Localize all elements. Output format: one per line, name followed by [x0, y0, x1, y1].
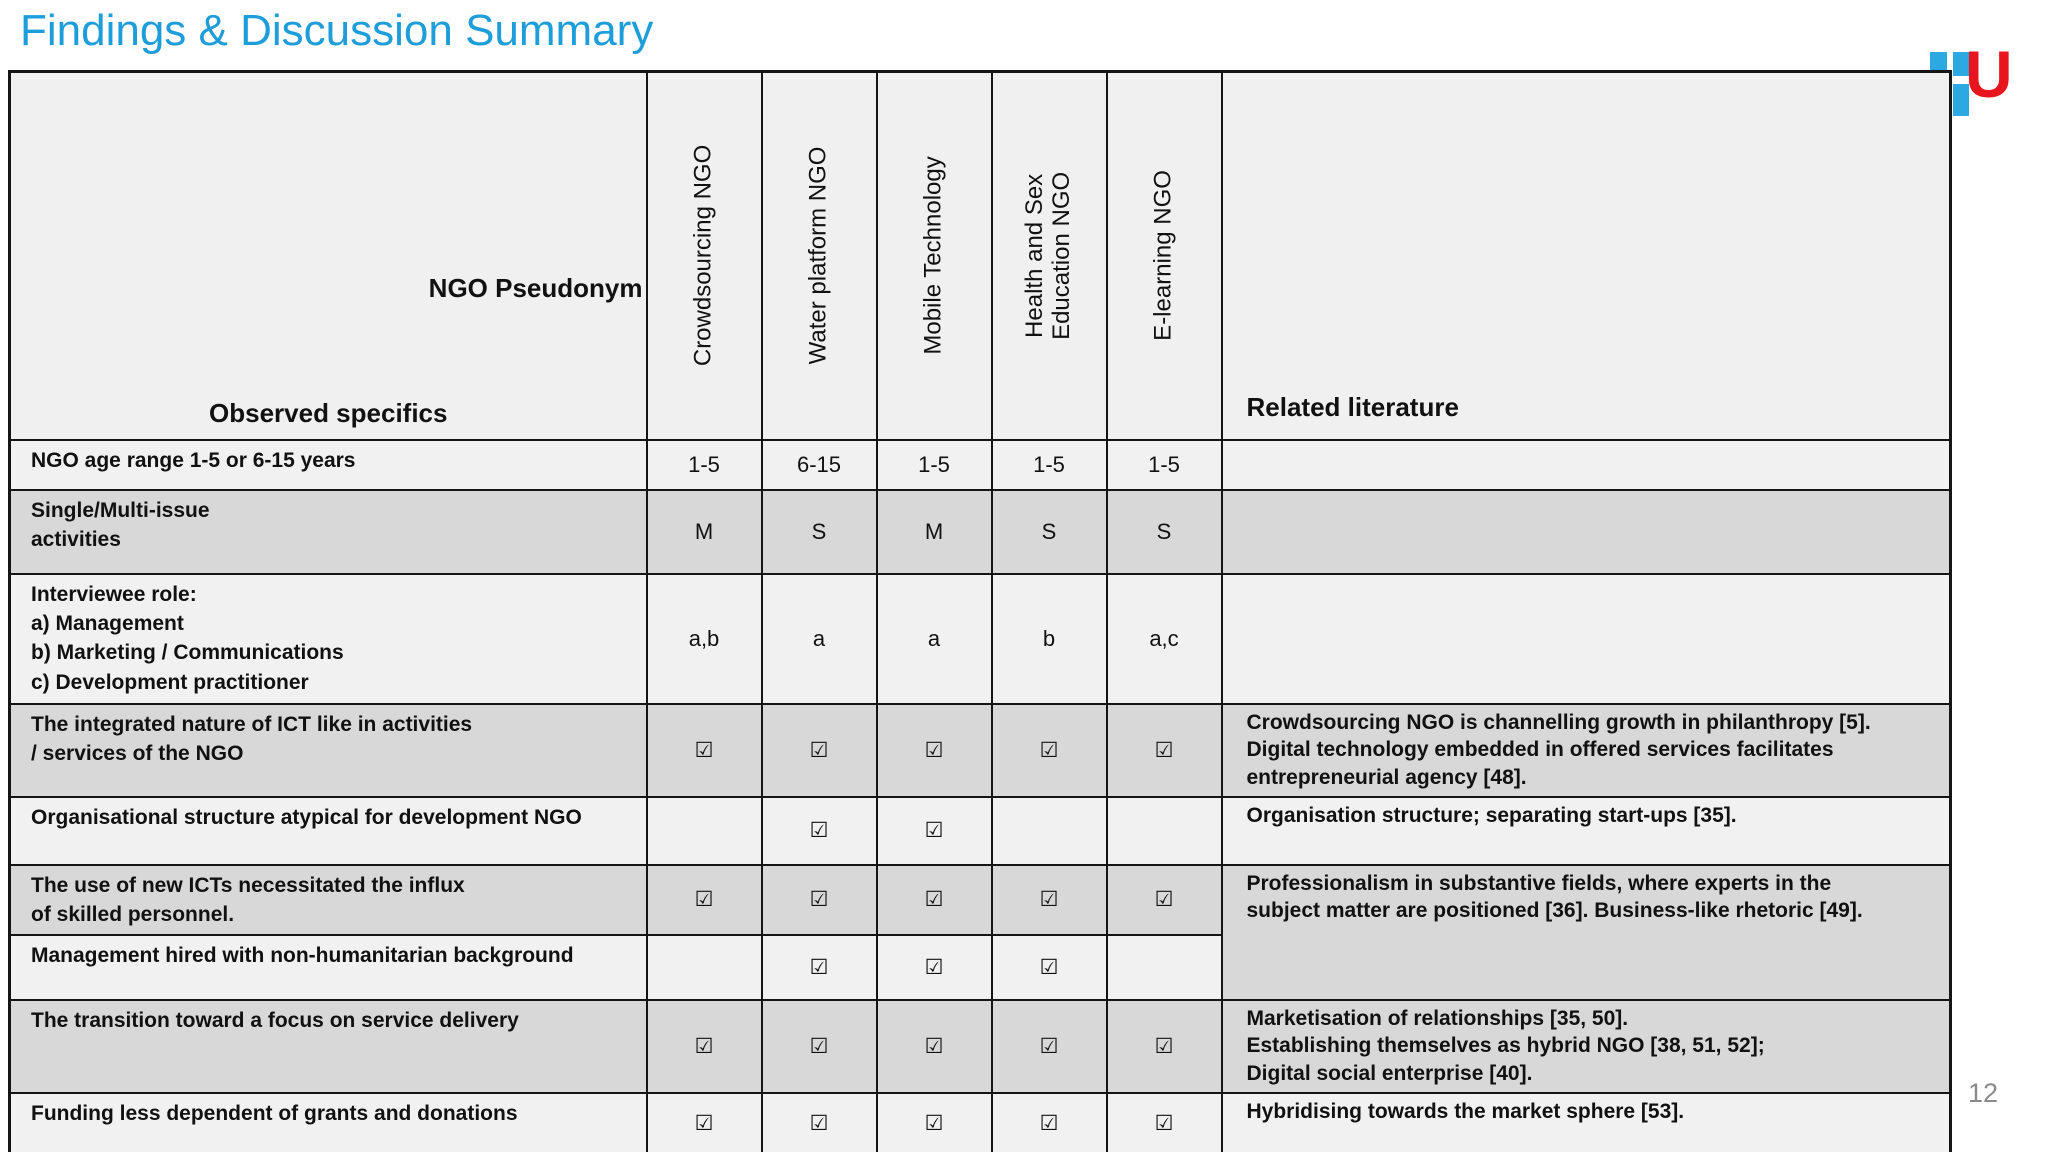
value-cell: S: [760, 488, 878, 575]
literature-cell-merged: Professionalism in substantive fields, w…: [1220, 863, 1952, 1001]
value-cell: b: [990, 572, 1108, 705]
value-cell: M: [645, 488, 763, 575]
column-header-crowdsourcing-ngo: Crowdsourcing NGO: [645, 70, 763, 441]
checkbox-cell: ☑: [875, 863, 993, 936]
checkbox-cell: [645, 795, 763, 866]
checkbox-cell: ☑: [875, 998, 993, 1094]
observed-specifics-label: Observed specifics: [209, 397, 448, 428]
checkbox-cell: ☑: [760, 933, 878, 1001]
corner-header-cell: NGO Pseudonym Observed specifics: [8, 70, 648, 441]
column-header-water-platform-ngo: Water platform NGO: [760, 70, 878, 441]
checkbox-cell: ☑: [875, 933, 993, 1001]
checkbox-cell: ☑: [990, 933, 1108, 1001]
row-label: Interviewee role: a) Management b) Marke…: [8, 572, 648, 705]
checkbox-cell: [990, 795, 1108, 866]
checkbox-cell: ☑: [990, 1091, 1108, 1152]
literature-cell: [1220, 572, 1952, 705]
related-literature-header: Related literature: [1220, 70, 1952, 441]
checkbox-cell: ☑: [990, 863, 1108, 936]
table-row: Interviewee role: a) Management b) Marke…: [8, 572, 1952, 705]
row-label: NGO age range 1-5 or 6-15 years: [8, 438, 648, 491]
column-header-label: E-learning NGO: [1149, 170, 1177, 342]
literature-cell: Organisation structure; separating start…: [1220, 795, 1952, 866]
checkbox-cell: ☑: [1105, 1091, 1223, 1152]
table-header-row: NGO Pseudonym Observed specifics Crowdso…: [8, 70, 1952, 441]
table-row: The integrated nature of ICT like in act…: [8, 702, 1952, 798]
checkbox-cell: ☑: [875, 795, 993, 866]
checkbox-cell: ☑: [760, 1091, 878, 1152]
value-cell: M: [875, 488, 993, 575]
checkbox-cell: ☑: [990, 998, 1108, 1094]
table-row: Management hired with non-humanitarian b…: [8, 933, 1951, 1001]
checkbox-cell: ☑: [760, 998, 878, 1094]
logo-blue-bar-icon: [1953, 84, 1969, 116]
column-header-e-learning-ngo: E-learning NGO: [1105, 70, 1223, 441]
table-row: NGO age range 1-5 or 6-15 years 1-5 6-15…: [8, 438, 1952, 491]
value-cell: a,c: [1105, 572, 1223, 705]
column-header-mobile-technology: Mobile Technology: [875, 70, 993, 441]
literature-cell: [1220, 488, 1952, 575]
checkbox-cell: ☑: [1105, 702, 1223, 798]
value-cell: 6-15: [760, 438, 878, 491]
page-number: 12: [1968, 1078, 1999, 1108]
checkbox-cell: ☑: [645, 863, 763, 936]
row-label: Funding less dependent of grants and don…: [8, 1091, 648, 1152]
value-cell: 1-5: [645, 438, 763, 491]
checkbox-cell: ☑: [875, 1091, 993, 1152]
checkbox-cell: ☑: [760, 702, 878, 798]
literature-cell: Hybridising towards the market sphere [5…: [1220, 1091, 1952, 1152]
value-cell: a: [875, 572, 993, 705]
value-cell: S: [990, 488, 1108, 575]
column-header-label: Health and Sex Education NGO: [1021, 171, 1075, 340]
column-header-label: Water platform NGO: [804, 146, 832, 365]
ngo-pseudonym-label: NGO Pseudonym: [428, 273, 643, 303]
table-row: Funding less dependent of grants and don…: [8, 1091, 1952, 1152]
row-label: The transition toward a focus on service…: [8, 998, 648, 1094]
value-cell: 1-5: [1105, 438, 1223, 491]
literature-cell: Crowdsourcing NGO is channelling growth …: [1220, 702, 1952, 798]
checkbox-cell: ☑: [645, 1091, 763, 1152]
checkbox-cell: ☑: [760, 863, 878, 936]
value-cell: 1-5: [990, 438, 1108, 491]
value-cell: a: [760, 572, 878, 705]
row-label: Organisational structure atypical for de…: [8, 795, 648, 866]
row-label: Single/Multi-issue activities: [8, 488, 648, 575]
checkbox-cell: [645, 933, 763, 1001]
row-label: Management hired with non-humanitarian b…: [8, 933, 648, 1001]
column-header-label: Crowdsourcing NGO: [689, 145, 717, 367]
logo-blue-bar-icon: [1953, 52, 1969, 76]
checkbox-cell: ☑: [645, 998, 763, 1094]
row-label: The integrated nature of ICT like in act…: [8, 702, 648, 798]
table-row: The use of new ICTs necessitated the inf…: [8, 863, 1952, 1001]
checkbox-cell: [1105, 933, 1223, 1001]
checkbox-cell: [1105, 795, 1223, 866]
row-label: The use of new ICTs necessitated the inf…: [8, 863, 648, 936]
literature-cell: [1220, 438, 1952, 491]
logo-letter-u: U: [1965, 37, 2013, 111]
checkbox-cell: ☑: [1105, 998, 1223, 1094]
column-header-health-sex-education-ngo: Health and Sex Education NGO: [990, 70, 1108, 441]
checkbox-cell: ☑: [1105, 863, 1223, 936]
value-cell: S: [1105, 488, 1223, 575]
column-header-label: Mobile Technology: [919, 156, 947, 355]
checkbox-cell: ☑: [990, 702, 1108, 798]
page-title: Findings & Discussion Summary: [20, 6, 654, 55]
checkbox-cell: ☑: [875, 702, 993, 798]
value-cell: a,b: [645, 572, 763, 705]
checkbox-cell: ☑: [645, 702, 763, 798]
table-row: Single/Multi-issue activities M S M S S: [8, 488, 1952, 575]
literature-cell: Marketisation of relationships [35, 50].…: [1220, 998, 1952, 1094]
table-row: Organisational structure atypical for de…: [8, 795, 1952, 866]
value-cell: 1-5: [875, 438, 993, 491]
findings-summary-table: NGO Pseudonym Observed specifics Crowdso…: [8, 70, 1952, 1152]
checkbox-cell: ☑: [760, 795, 878, 866]
table-row: The transition toward a focus on service…: [8, 998, 1952, 1094]
